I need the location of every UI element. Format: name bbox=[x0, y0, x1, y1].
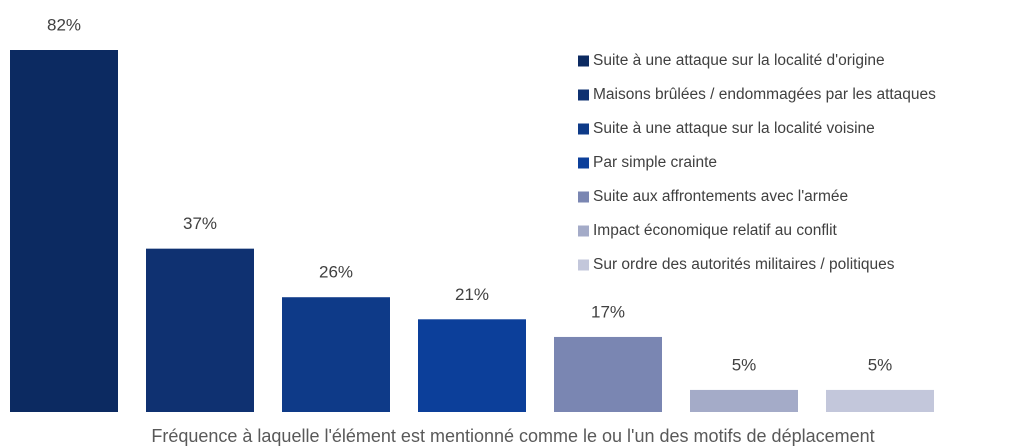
legend-swatch bbox=[578, 89, 589, 101]
legend-label: Maisons brûlées / endommagées par les at… bbox=[593, 86, 936, 103]
legend-swatch bbox=[578, 157, 589, 169]
bar bbox=[418, 319, 526, 412]
legend-label: Suite à une attaque sur la localité vois… bbox=[593, 120, 875, 137]
legend-label: Par simple crainte bbox=[593, 154, 717, 171]
legend-swatch bbox=[578, 191, 589, 203]
legend-label: Suite à une attaque sur la localité d'or… bbox=[593, 52, 885, 69]
data-label: 5% bbox=[732, 355, 757, 374]
data-label: 17% bbox=[591, 302, 625, 321]
legend-swatch bbox=[578, 225, 589, 237]
data-label: 82% bbox=[47, 15, 81, 34]
bar bbox=[690, 389, 798, 412]
data-label: 37% bbox=[183, 214, 217, 233]
bar bbox=[826, 389, 934, 412]
bar bbox=[282, 297, 390, 412]
legend-swatch bbox=[578, 123, 589, 135]
bar bbox=[10, 50, 118, 412]
x-axis-title: Fréquence à laquelle l'élément est menti… bbox=[151, 426, 874, 446]
legend-swatch bbox=[578, 259, 589, 271]
bar bbox=[554, 336, 662, 412]
data-label: 5% bbox=[868, 355, 893, 374]
legend-swatch bbox=[578, 55, 589, 67]
legend-label: Sur ordre des autorités militaires / pol… bbox=[593, 256, 895, 273]
data-label: 26% bbox=[319, 263, 353, 282]
data-label: 21% bbox=[455, 285, 489, 304]
bar bbox=[146, 248, 254, 412]
legend-label: Suite aux affrontements avec l'armée bbox=[593, 188, 848, 205]
legend-label: Impact économique relatif au conflit bbox=[593, 222, 838, 239]
